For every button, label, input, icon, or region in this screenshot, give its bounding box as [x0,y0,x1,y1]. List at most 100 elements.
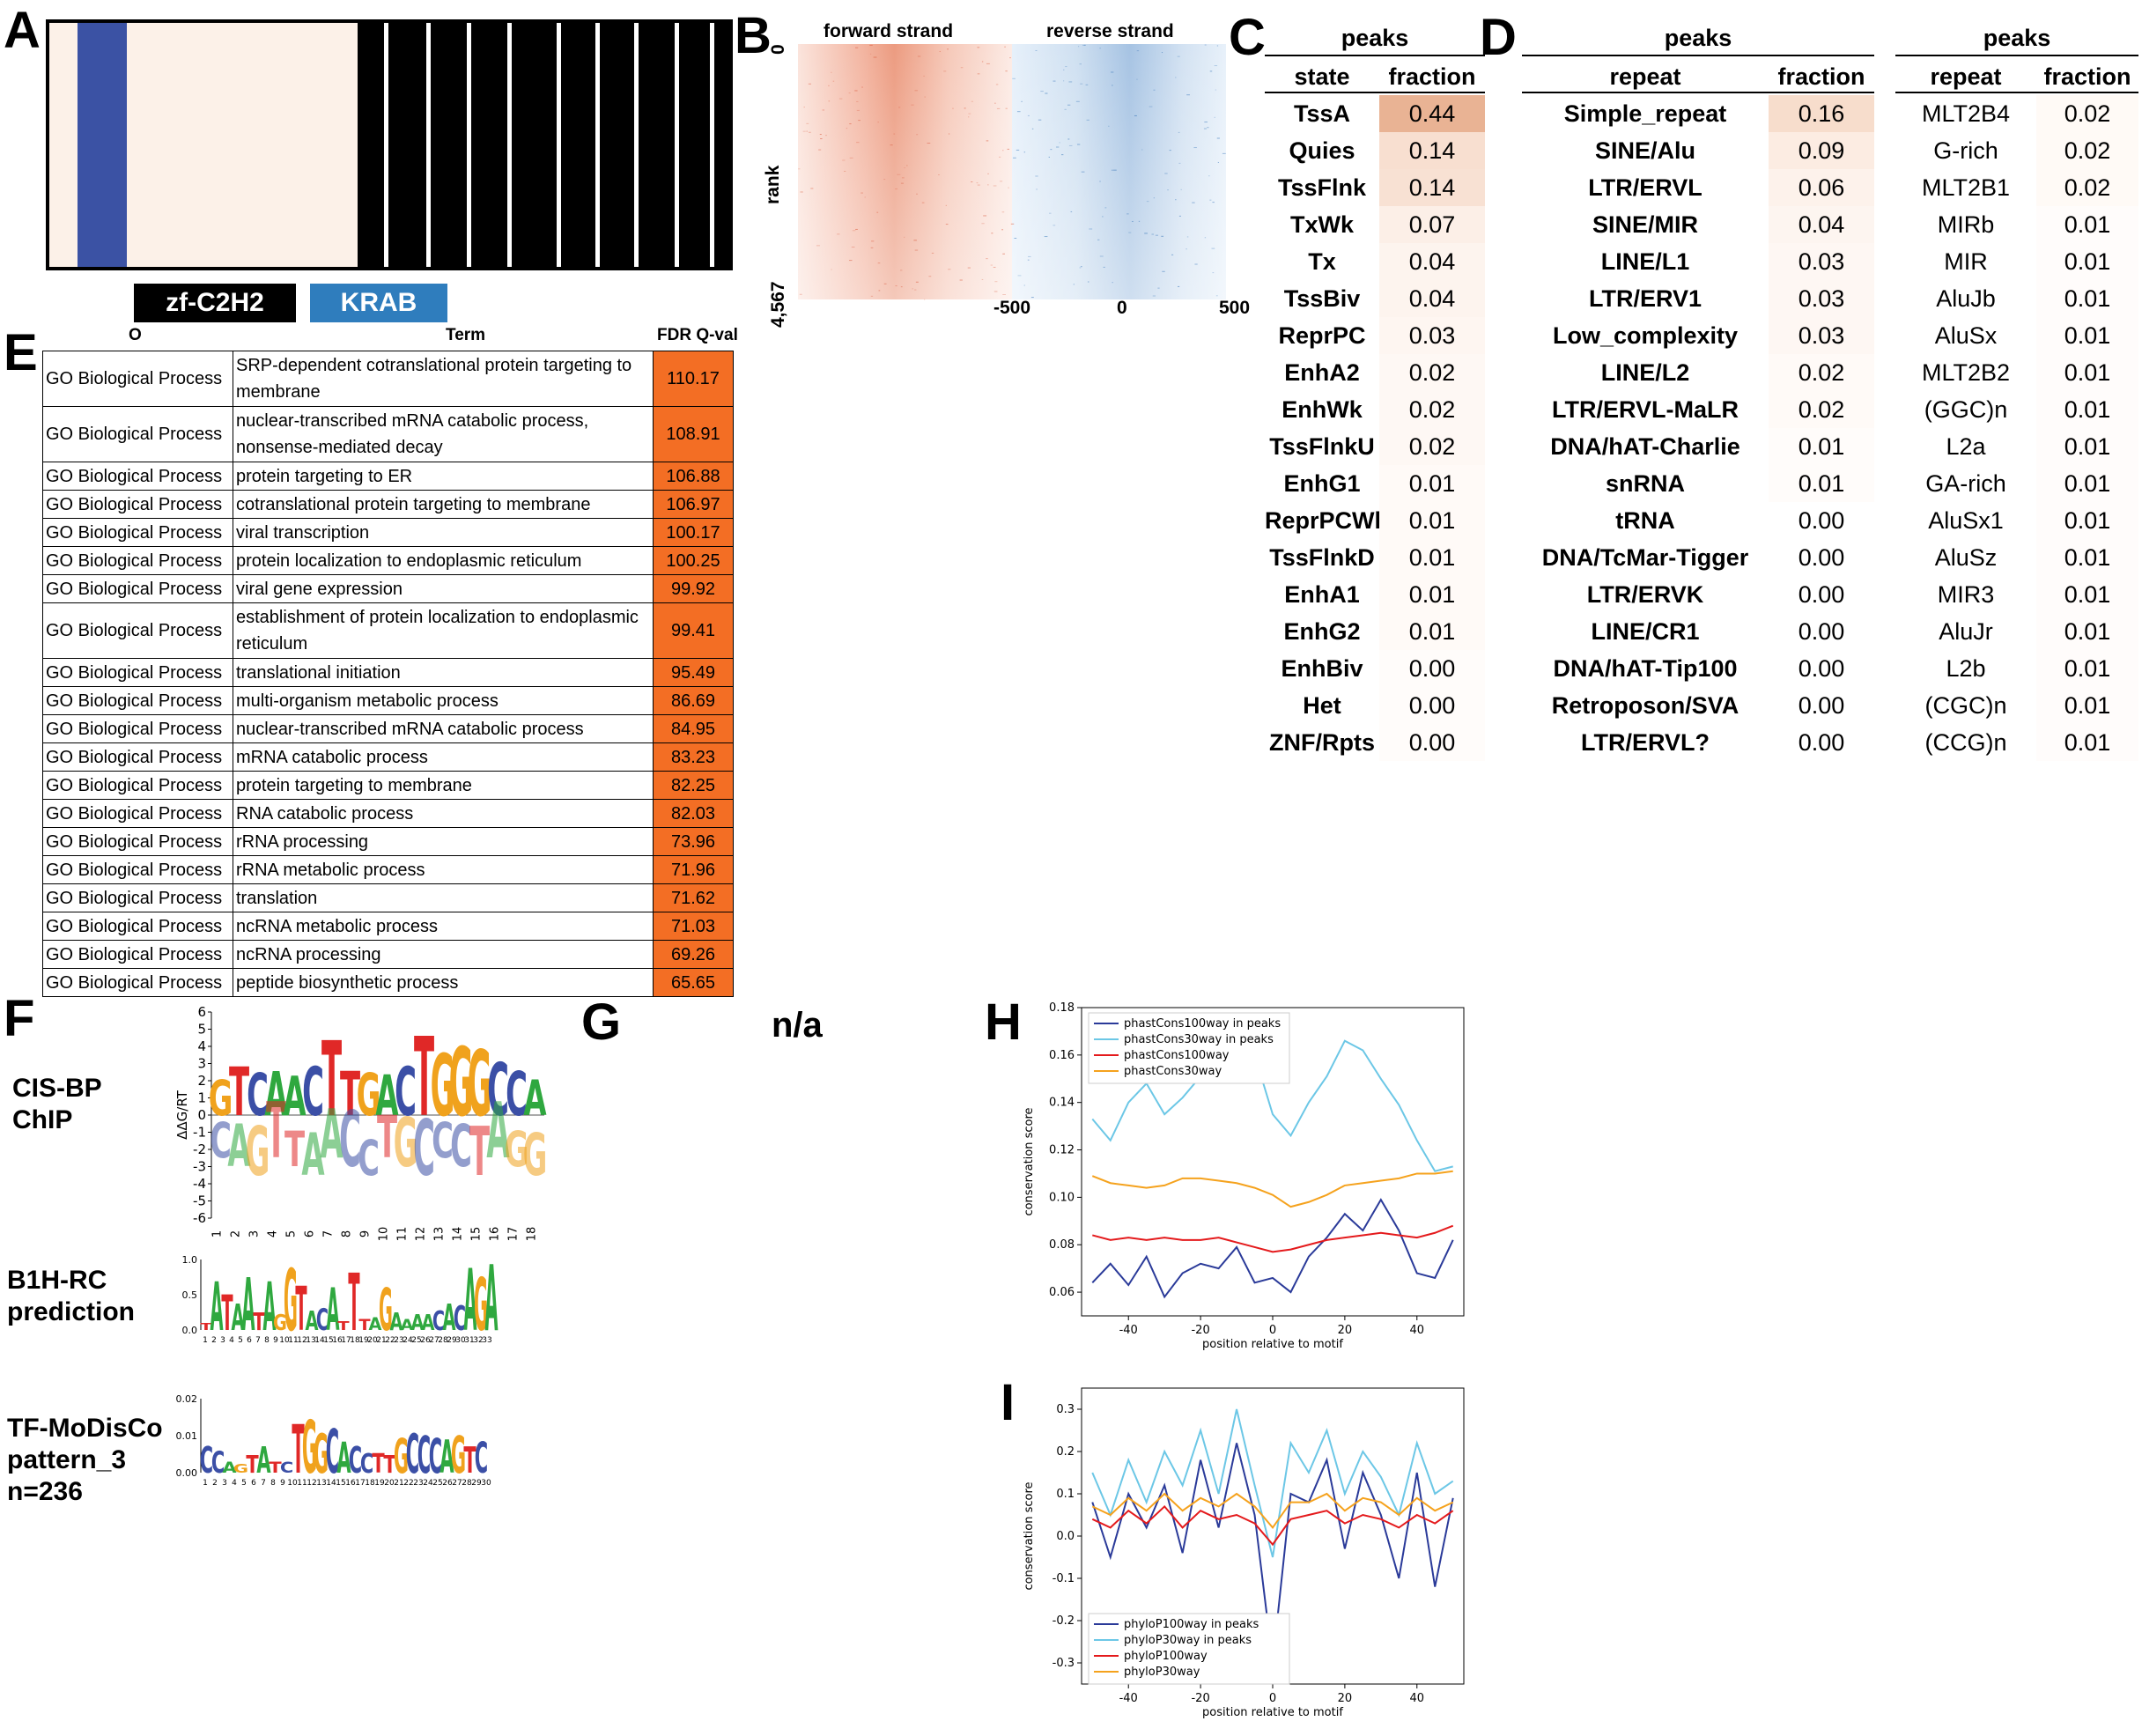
motif-base-a-6: A [301,1122,325,1190]
repeat-family-label: LTR/ERV1 [1588,285,1703,312]
motif-base-g-1: G [209,1070,233,1127]
b1h-ytick: 0.0 [182,1325,198,1336]
table-d-right-title-rule [1895,55,2138,56]
motif-base-t-3: T [221,1285,233,1341]
modisco-xtick: 18 [365,1479,375,1488]
go-term-cell: establishment of protein localization to… [233,602,654,659]
go-qval-cell: 73.96 [653,827,734,856]
go-qval-cell: 106.97 [653,490,734,519]
go-source-cell: GO Biological Process [42,546,233,575]
motif-base-c-2: C [211,1445,225,1481]
cisbp-ytick: 0 [197,1107,206,1123]
motif-base-c-25: C [454,1300,466,1339]
motif-base-c-21: C [429,1427,442,1484]
repeat-family-fraction: 0.00 [1769,724,1874,761]
repeat-family-fraction: 0.00 [1769,502,1874,539]
heatmap-ytick-4567: 4,567 [768,281,788,328]
go-term-row: GO Biological Process rRNA metabolic proc… [42,855,734,884]
motif-base-a-13: A [336,1434,351,1483]
repeat-subfamily-fraction: 0.02 [2036,132,2138,169]
repeat-family-fraction: 0.00 [1769,539,1874,576]
cisbp-xtick: 2 [230,1230,243,1237]
go-qval-cell: 65.65 [653,968,734,997]
chromatin-state-label: ReprPC [1278,322,1366,349]
chromatin-state-fraction: 0.01 [1379,502,1485,539]
go-term-cell: rRNA processing [233,827,654,856]
modisco-xtick: 23 [413,1479,423,1488]
repeat-subfamily-fraction: 0.01 [2036,317,2138,354]
cisbp-xtick: 6 [304,1230,317,1237]
motif-base-g-17: G [505,1121,529,1178]
motif-base-a-28: A [485,1251,499,1352]
b1h-xtick: 14 [314,1336,325,1345]
zinc-finger-separator [467,23,471,267]
b1h-xtick: 15 [323,1336,333,1345]
b1h-xtick: 10 [279,1336,290,1345]
go-term-row: GO Biological Process protein targeting t… [42,462,734,491]
modisco-xtick: 10 [287,1479,298,1488]
go-qval-cell: 108.91 [653,406,734,462]
b1h-xtick: 6 [247,1336,252,1345]
table-d-right-col-fraction: fraction [2043,63,2131,90]
motif-base-t-12: T [414,1016,434,1141]
legend-entry: phyloP100way [1124,1650,1208,1663]
repeat-family-label: LTR/ERVK [1586,581,1704,608]
motif-base-c-14: C [349,1439,362,1481]
motif-base-t-7: T [321,1021,342,1141]
protein-domain-bar [46,19,733,270]
motif-base-c-6: C [302,1053,324,1131]
motif-base-c-23: C [432,1304,445,1336]
x-tick-label: 20 [1338,1324,1353,1337]
repeat-subfamily-label: (CGC)n [1924,692,2007,719]
go-source-cell: GO Biological Process [42,574,233,603]
b1h-xtick: 8 [264,1336,270,1345]
go-qval-cell: 71.03 [653,912,734,941]
y-tick-label: 0.1 [1056,1488,1075,1501]
cisbp-ytick: -6 [193,1210,206,1226]
repeat-subfamily-fraction: 0.02 [2036,95,2138,132]
motif-base-g-9: G [284,1253,298,1351]
go-qval-cell: 84.95 [653,714,734,743]
modisco-ytick: 0.00 [176,1467,198,1479]
modisco-xtick: 17 [355,1479,365,1488]
modisco-xtick: 13 [316,1479,326,1488]
legend-entry: phastCons100way [1124,1049,1230,1062]
y-tick-label: 0.12 [1049,1144,1075,1157]
motif-base-g-11: G [394,1104,418,1182]
go-source-cell: GO Biological Process [42,799,233,828]
chromatin-state-label: EnhWk [1282,396,1363,423]
panel-label-g: G [581,994,622,1051]
go-source-cell: GO Biological Process [42,602,233,659]
chromatin-state-fraction: 0.14 [1379,132,1485,169]
table-d-right-header-rule [1895,92,2138,93]
go-source-cell: GO Biological Process [42,658,233,687]
chromatin-state-label: ReprPCWk [1265,507,1388,534]
chromatin-state-label: EnhA1 [1284,581,1360,608]
repeat-family-label: DNA/hAT-Tip100 [1553,655,1738,682]
go-qval-cell: 95.49 [653,658,734,687]
cisbp-xtick: 5 [285,1230,299,1237]
motif-base-t-16: T [372,1449,385,1480]
modisco-xtick: 29 [471,1479,482,1488]
repeat-family-label: LTR/ERVL? [1581,729,1710,756]
panel-label-a: A [4,2,41,59]
motif-base-t-14: T [337,1319,350,1333]
go-qval-cell: 110.17 [653,351,734,407]
repeat-subfamily-label: (GGC)n [1924,396,2008,423]
repeat-subfamily-label: MLT2B2 [1921,359,2011,386]
y-axis-label: conservation score [1023,1107,1036,1215]
motif-base-c-14: C [450,1113,472,1181]
go-term-cell: protein localization to endoplasmic reti… [233,546,654,575]
motif-base-t-6: T [253,1308,265,1336]
go-qval-cell: 69.26 [653,940,734,969]
repeat-family-label: DNA/TcMar-Tigger [1541,544,1749,571]
panel-label-h: H [985,994,1022,1051]
chromatin-state-fraction: 0.01 [1379,539,1485,576]
go-term-cell: SRP-dependent cotranslational protein ta… [233,351,654,407]
repeat-subfamily-label: MIR [1944,248,1988,275]
b1h-xtick: 28 [438,1336,448,1345]
go-term-row: GO Biological Process RNA catabolic proce… [42,799,734,828]
motif-base-a-3: A [222,1460,237,1476]
b1h-xtick: 25 [411,1336,421,1345]
